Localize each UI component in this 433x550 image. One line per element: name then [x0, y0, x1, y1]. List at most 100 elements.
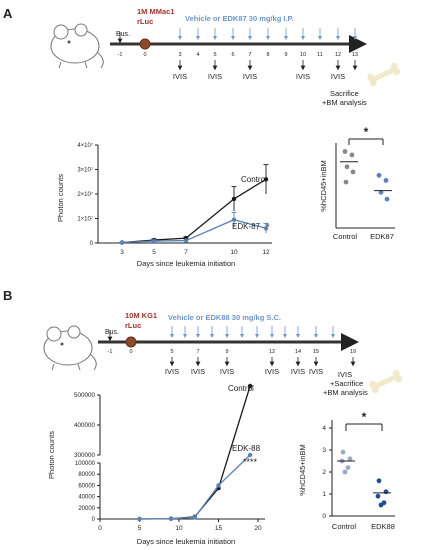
ivis-label: IVIS — [296, 72, 310, 81]
mouse-icon — [50, 23, 104, 69]
timeline-day: -1 — [108, 349, 113, 355]
ivis-arrows-b: IVIS IVIS IVIS IVIS IVIS IVIS IVIS — [165, 357, 356, 379]
y-tick-label: 20000 — [78, 506, 95, 512]
timeline-days-b: -1 0 5 7 9 12 14 15 19 — [108, 349, 357, 355]
timeline-day: -1 — [118, 52, 123, 58]
data-point — [168, 516, 174, 521]
x-tick-label: 0 — [98, 525, 102, 532]
timeline-day: 10 — [300, 52, 306, 58]
timeline-day: 12 — [269, 349, 275, 355]
timeline-day: 4 — [196, 52, 199, 58]
ivis-label: IVIS — [243, 72, 257, 81]
ivis-label: IVIS — [220, 367, 234, 376]
significance-b: **** — [243, 457, 258, 467]
dot-control — [342, 149, 348, 154]
treatment-label-a: Vehicle or EDK87 30 mg/kg I.P. — [185, 14, 294, 23]
data-point — [183, 238, 189, 243]
ivis-label: IVIS — [173, 72, 187, 81]
y-tick-label: 0 — [92, 517, 96, 523]
y-label-dot-b: %hCD45+inBM — [298, 444, 307, 495]
legend-control-a: Control — [241, 175, 267, 184]
ivis-arrows-a: IVIS IVIS IVIS IVIS IVIS — [173, 60, 358, 81]
sacrifice-label-b: +Sacrifice — [330, 379, 363, 388]
y-tick-label: 4 — [322, 425, 326, 432]
significance-dot-b: * — [362, 410, 367, 424]
timeline-day: 8 — [266, 52, 269, 58]
timeline-day: 9 — [225, 349, 228, 355]
x-tick-label: 3 — [120, 249, 124, 256]
significance-dot-a: * — [364, 125, 369, 139]
data-point — [263, 177, 269, 182]
dot-edk — [383, 178, 389, 183]
data-point — [247, 452, 253, 458]
category-control-a: Control — [333, 232, 358, 241]
bus-label-b: Bus. — [105, 329, 119, 336]
bone-icon — [367, 62, 401, 87]
ivis-label: IVIS — [165, 367, 179, 376]
timeline-day: 5 — [213, 52, 216, 58]
bus-label-a: Bus. — [116, 31, 130, 38]
injection-dot-a — [139, 38, 151, 50]
series-line — [139, 454, 251, 520]
dot-control — [340, 449, 346, 455]
timeline-day: 15 — [313, 349, 319, 355]
y-tick-label: 80000 — [78, 472, 95, 478]
timeline-day: 7 — [248, 52, 251, 58]
ivis-label: IVIS — [331, 72, 345, 81]
dot-edk — [375, 493, 381, 499]
ivis-label: IVIS — [191, 367, 205, 376]
category-edk-a: EDK87 — [370, 232, 394, 241]
panel-b-label: B — [3, 288, 12, 303]
timeline-day: 0 — [143, 52, 146, 58]
timeline-day: 3 — [178, 52, 181, 58]
y-tick-label: 1×10⁷ — [77, 216, 93, 223]
ivis-label: IVIS — [291, 367, 305, 376]
dot-edk — [376, 172, 382, 178]
y-label-b: Photon counts — [47, 431, 56, 479]
line-chart-a: 0 1×10⁷ 2×10⁷ 3×10⁷ 4×10⁷ 3 5 7 10 12 Photon cou… — [56, 142, 272, 268]
x-tick-label: 12 — [262, 249, 270, 256]
y-tick-label: 100000 — [75, 461, 96, 467]
x-tick-label: 5 — [138, 525, 142, 532]
y-tick-label: 500000 — [74, 392, 96, 399]
timeline-day: 13 — [352, 52, 358, 58]
y-label-dot-a: %hCD45+inBM — [319, 160, 328, 211]
dot-control — [343, 179, 349, 185]
dot-edk — [378, 502, 384, 508]
dot-chart-b: 0 1 2 3 4 %hCD45+inBM Control EDK88 * — [298, 410, 395, 531]
bm-analysis-label-b: +BM analysis — [323, 388, 368, 397]
dot-chart-a: %hCD45+inBM Control EDK87 * — [319, 125, 395, 241]
mouse-icon-b — [43, 325, 97, 371]
dot-control — [342, 469, 348, 475]
category-control-b: Control — [332, 522, 357, 531]
timeline-day: 9 — [284, 52, 287, 58]
line-chart-b: 300000 400000 500000 0 20000 40000 60000 80000 1… — [47, 383, 265, 546]
y-tick-label: 60000 — [78, 483, 95, 489]
dot-control — [345, 465, 351, 470]
dot-control — [344, 164, 350, 170]
timeline-day: 7 — [196, 349, 199, 355]
dot-control — [347, 456, 353, 462]
dot-edk — [384, 196, 390, 202]
y-tick-label: 0 — [90, 241, 94, 247]
y-tick-label: 40000 — [78, 495, 95, 501]
panel-a-label: A — [3, 6, 13, 21]
x-tick-label: 20 — [254, 525, 262, 532]
treatment-arrows-a — [178, 28, 357, 40]
dot-edk — [383, 489, 389, 495]
ivis-label: IVIS — [265, 367, 279, 376]
data-point — [137, 516, 142, 522]
y-tick-label: 3×10⁷ — [77, 167, 93, 174]
category-edk-b: EDK88 — [371, 522, 395, 531]
y-tick-label: 3 — [322, 447, 326, 454]
sacrifice-label-a: Sacrifice — [330, 89, 359, 98]
timeline-day: 6 — [231, 52, 234, 58]
dot-edk — [376, 478, 382, 484]
data-point — [231, 217, 237, 222]
x-tick-label: 5 — [152, 249, 156, 256]
treatment-label-b: Vehicle or EDK88 30 mg/kg S.C. — [168, 313, 281, 322]
x-label-a: Days since leukemia initiation — [137, 259, 235, 268]
timeline-day: 14 — [295, 349, 301, 355]
data-point — [192, 515, 197, 520]
